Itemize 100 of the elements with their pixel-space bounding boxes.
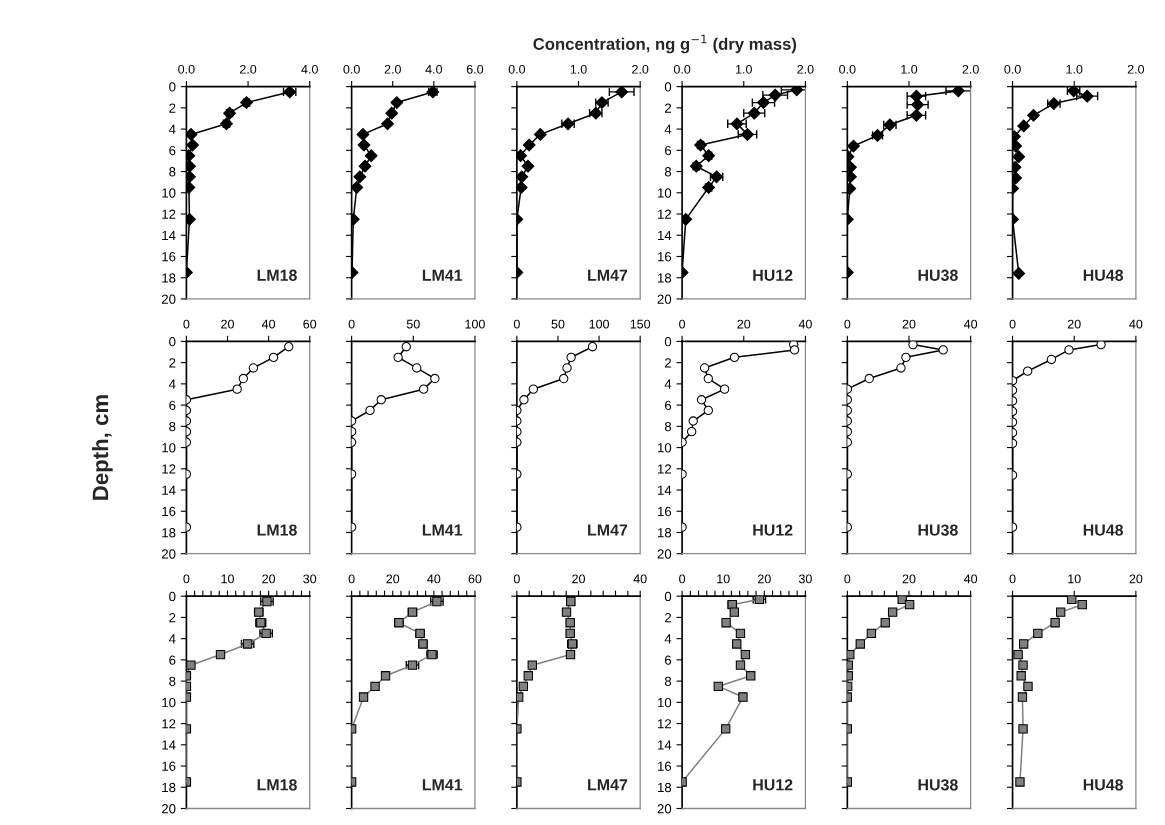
x-tick-label: 0.0	[1004, 64, 1021, 74]
y-tick-label: 10	[658, 188, 672, 198]
x-tick-label: 100	[465, 319, 485, 329]
y-tick-label: 20	[657, 549, 672, 559]
y-tick-label: 12	[658, 719, 672, 729]
annotation: LM18	[257, 779, 297, 791]
x-tick-label: 0	[513, 319, 520, 329]
y-tick-label: 20	[657, 804, 672, 814]
y-tick-label: 4	[664, 379, 672, 389]
x-tick-label: 0	[1009, 574, 1016, 584]
x-tick-label: 40	[1129, 319, 1143, 329]
x-tick-label: 0.0	[839, 64, 856, 74]
y-tick-label: 0	[664, 336, 672, 347]
annotation: LM47	[588, 269, 628, 281]
x-tick-label: 20	[737, 319, 751, 329]
y-tick-label: 10	[162, 188, 176, 198]
annotation: HU48	[1083, 269, 1124, 281]
y-tick-label: 12	[658, 464, 672, 474]
y-tick-label: 10	[162, 443, 176, 453]
y-tick-label: 12	[162, 719, 176, 729]
x-tick-label: 20	[1067, 319, 1081, 329]
y-tick-label: 20	[657, 294, 672, 304]
x-tick-label: 20	[902, 574, 916, 584]
x-tick-label: 40	[798, 319, 812, 329]
x-tick-label: 2.0	[632, 64, 649, 74]
x-tick-label: 10	[1068, 574, 1081, 584]
y-tick-label: 16	[658, 506, 672, 517]
x-tick-label: 1.0	[1066, 64, 1083, 74]
y-tick-label: 16	[162, 506, 176, 517]
y-tick-label: 0	[169, 591, 176, 602]
x-tick-label: 150	[630, 319, 651, 329]
annotation: LM41	[422, 269, 463, 281]
x-tick-label: 4.0	[425, 64, 443, 74]
x-tick-label: 40	[427, 574, 441, 584]
y-tick-label: 14	[162, 230, 176, 241]
x-tick-label: 1.0	[901, 64, 918, 74]
y-tick-label: 8	[169, 167, 176, 177]
x-tick-label: 1.0	[736, 64, 752, 74]
x-tick-label: 0	[348, 574, 355, 584]
y-tick-label: 6	[169, 400, 176, 411]
x-tick-label: 0	[679, 574, 686, 584]
annotation: HU12	[753, 779, 793, 791]
y-tick-label: 4	[664, 634, 672, 644]
annotation: HU48	[1083, 779, 1124, 791]
y-tick-label: 6	[169, 145, 176, 156]
x-tick-label: 2.0	[797, 64, 814, 74]
x-tick-label: 0	[513, 574, 520, 584]
annotation: HU12	[753, 524, 793, 536]
y-tick-label: 14	[658, 485, 672, 495]
x-tick-label: 50	[551, 319, 565, 329]
x-tick-label: 60	[468, 574, 482, 584]
y-tick-label: 12	[658, 209, 672, 219]
x-tick-label: 2.0	[384, 64, 401, 74]
annotation: HU38	[918, 779, 958, 791]
y-tick-label: 20	[161, 804, 176, 814]
x-tick-label: 0.0	[178, 64, 195, 74]
annotation: LM18	[257, 524, 297, 536]
x-tick-label: 0	[679, 319, 686, 329]
annotation: LM41	[422, 779, 463, 791]
annotation: LM41	[422, 524, 463, 536]
y-tick-label: 20	[161, 549, 176, 559]
y-tick-label: 2	[665, 612, 672, 623]
y-axis-title: Depth, cm	[91, 395, 113, 500]
annotation: LM47	[588, 524, 628, 536]
y-tick-label: 14	[658, 740, 672, 750]
x-tick-label: 20	[572, 574, 585, 584]
x-tick-label: 10	[717, 574, 730, 584]
x-tick-label: 40	[963, 319, 978, 329]
x-tick-label: 0.0	[343, 64, 360, 74]
x-tick-label: 2.0	[240, 64, 257, 74]
x-tick-label: 0.0	[673, 64, 691, 74]
y-tick-label: 8	[664, 421, 672, 432]
y-tick-label: 2	[665, 358, 672, 368]
y-tick-label: 0	[169, 82, 176, 92]
x-tick-label: 20	[262, 574, 276, 584]
x-tick-label: 40	[633, 574, 647, 584]
y-tick-label: 0	[169, 336, 176, 347]
y-tick-label: 14	[658, 230, 672, 241]
y-tick-label: 6	[665, 145, 672, 156]
x-tick-label: 20	[386, 574, 400, 584]
y-tick-label: 0	[664, 82, 672, 92]
annotation: LM47	[588, 779, 628, 791]
annotation: LM18	[257, 269, 297, 281]
annotation: HU48	[1083, 524, 1124, 536]
annotation: HU12	[753, 269, 793, 281]
y-tick-label: 4	[168, 124, 176, 134]
x-tick-label: 0	[1009, 319, 1016, 329]
y-tick-label: 16	[658, 252, 672, 262]
y-tick-label: 2	[169, 103, 176, 113]
x-tick-label: 0.0	[508, 64, 526, 74]
x-tick-label: 50	[406, 319, 420, 329]
y-tick-label: 6	[169, 655, 176, 665]
x-tick-label: 60	[303, 319, 317, 329]
x-tick-label: 20	[221, 319, 234, 329]
y-tick-label: 4	[664, 124, 672, 134]
y-tick-label: 18	[658, 528, 672, 538]
x-tick-label: 100	[589, 319, 610, 329]
y-tick-label: 10	[658, 443, 672, 453]
y-tick-label: 2	[169, 358, 176, 368]
x-tick-label: 0	[844, 574, 851, 584]
